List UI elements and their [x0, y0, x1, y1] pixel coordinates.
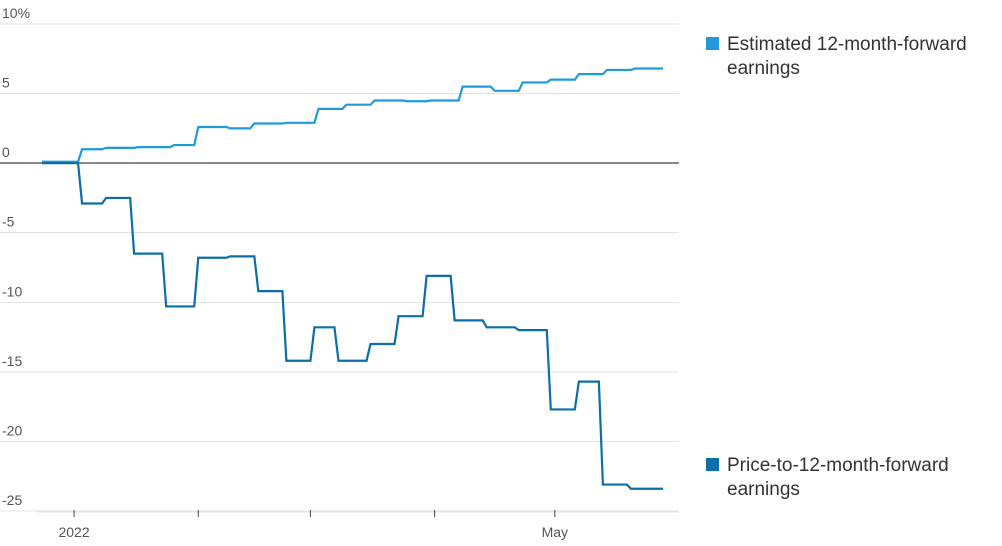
y-tick-label: 10% — [2, 5, 30, 21]
legend-swatch — [706, 37, 719, 50]
x-tick-label: May — [542, 524, 568, 540]
grid — [0, 23, 679, 512]
legend-label: Estimated 12-month-forward earnings — [727, 34, 967, 79]
x-axis: 2022 May — [37, 510, 679, 540]
series-line-earnings — [42, 67, 663, 163]
y-tick-label: -5 — [2, 214, 15, 230]
legend-label: Price-to-12-month-forward earnings — [727, 455, 949, 500]
y-tick-label: -20 — [2, 422, 22, 438]
y-tick-label: -15 — [2, 353, 22, 369]
legend-item: Estimated 12-month-forward earnings — [706, 34, 967, 79]
x-tick-label: 2022 — [58, 524, 89, 540]
legend-item: Price-to-12-month-forward earnings — [706, 455, 949, 500]
y-tick-label: -10 — [2, 283, 22, 299]
legend-swatch — [706, 458, 719, 471]
y-tick-label: 5 — [2, 75, 10, 91]
y-axis: 10% 5 0 -5 -10 -15 -20 -25 — [2, 5, 30, 508]
legend: Estimated 12-month-forward earnings Price-… — [706, 34, 967, 500]
y-tick-label: 0 — [2, 144, 10, 160]
series-line-pe-ratio — [42, 162, 663, 490]
y-tick-label: -25 — [2, 492, 22, 508]
series-lines — [42, 67, 663, 490]
